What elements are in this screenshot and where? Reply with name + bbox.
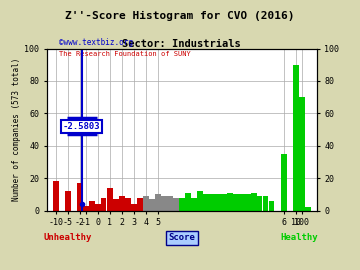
Bar bbox=[95, 204, 100, 211]
Text: -2.5803: -2.5803 bbox=[63, 122, 100, 131]
Bar bbox=[149, 199, 154, 211]
Bar bbox=[179, 198, 185, 211]
Text: Z''-Score Histogram for CVO (2016): Z''-Score Histogram for CVO (2016) bbox=[65, 11, 295, 21]
Y-axis label: Number of companies (573 total): Number of companies (573 total) bbox=[12, 58, 21, 201]
Bar bbox=[89, 201, 94, 211]
Bar bbox=[101, 198, 107, 211]
Text: Healthy: Healthy bbox=[280, 233, 318, 242]
Bar bbox=[197, 191, 202, 211]
Bar bbox=[155, 194, 161, 211]
Bar bbox=[173, 198, 179, 211]
Bar bbox=[107, 188, 113, 211]
Bar bbox=[257, 196, 262, 211]
Bar bbox=[167, 196, 172, 211]
Bar bbox=[227, 193, 233, 211]
Bar bbox=[191, 198, 197, 211]
Text: ©www.textbiz.org: ©www.textbiz.org bbox=[59, 38, 133, 47]
Bar bbox=[203, 194, 208, 211]
Bar bbox=[137, 198, 143, 211]
Bar bbox=[293, 65, 299, 211]
Bar bbox=[209, 194, 215, 211]
Bar bbox=[53, 181, 59, 211]
Bar bbox=[305, 207, 311, 211]
Bar bbox=[143, 196, 149, 211]
Title: Sector: Industrials: Sector: Industrials bbox=[122, 39, 241, 49]
Bar bbox=[185, 193, 190, 211]
Bar bbox=[131, 204, 136, 211]
Text: Unhealthy: Unhealthy bbox=[44, 233, 92, 242]
Bar bbox=[299, 97, 305, 211]
Bar bbox=[245, 194, 251, 211]
Bar bbox=[77, 183, 83, 211]
Bar bbox=[113, 199, 118, 211]
Bar bbox=[281, 154, 287, 211]
Bar bbox=[269, 201, 274, 211]
Bar bbox=[233, 194, 238, 211]
Bar bbox=[251, 193, 256, 211]
Bar bbox=[161, 196, 166, 211]
Bar bbox=[125, 198, 131, 211]
Text: The Research Foundation of SUNY: The Research Foundation of SUNY bbox=[59, 51, 190, 57]
Bar bbox=[83, 206, 89, 211]
Bar bbox=[215, 194, 220, 211]
Bar bbox=[221, 194, 226, 211]
Bar bbox=[119, 196, 125, 211]
Bar bbox=[263, 196, 269, 211]
Bar bbox=[239, 194, 244, 211]
Bar bbox=[65, 191, 71, 211]
Text: Score: Score bbox=[168, 233, 195, 242]
